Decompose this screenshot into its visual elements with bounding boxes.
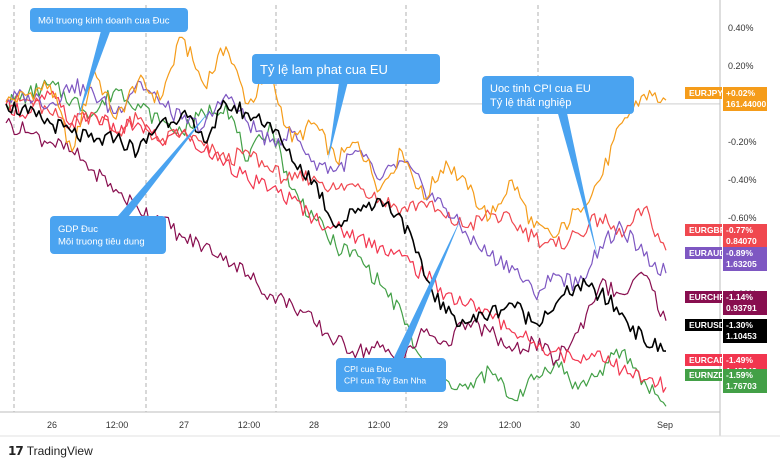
x-tick-label: 12:00 (106, 420, 129, 430)
series-line-eurchf (5, 117, 667, 366)
series-line-euraud (5, 78, 667, 301)
annotation-text: Tỷ lệ thất nghiệp (490, 97, 571, 109)
x-tick-label: 28 (309, 420, 319, 430)
annotation-pointer (104, 108, 212, 239)
tradingview-logo: 17 TradingView (8, 444, 93, 458)
tradingview-logo-icon: 17 (8, 444, 24, 458)
annotation-text: GDP Đuc (58, 224, 98, 235)
y-tick-label: 0.40% (728, 23, 754, 33)
price-tag-change: -0.77% (726, 225, 753, 235)
price-tag-value-box (723, 319, 767, 343)
x-tick-label: 26 (47, 420, 57, 430)
series-line-eurusd (5, 99, 667, 353)
annotation-box (252, 54, 440, 84)
y-tick-label: 0.20% (728, 61, 754, 71)
annotation-box (30, 8, 188, 32)
y-tick-label: -0.20% (728, 137, 757, 147)
price-tag-symbol: EURNZD (689, 370, 724, 380)
series-line-eurgbp (5, 93, 667, 251)
annotation-callout: GDP Đuc Môi truong tiêu dung (50, 108, 212, 254)
price-tag-symbol: EURCAD (689, 355, 725, 365)
price-tag-symbol-box (685, 224, 722, 236)
annotation-callout: Tỷ lệ lam phat cua EU (252, 54, 440, 160)
annotation-pointer (78, 18, 114, 118)
price-tag-symbol: EURAUD (689, 248, 725, 258)
price-tag-symbol-box (685, 354, 722, 366)
price-tag-symbol: EURUSD (689, 320, 725, 330)
annotation-pointer (328, 68, 351, 160)
price-tag-change: -1.59% (726, 370, 753, 380)
price-tag-price: 0.93791 (726, 303, 757, 313)
x-tick-label: Sep (657, 420, 673, 430)
annotation-callout: Môi truong kinh doanh cua Đuc (30, 8, 188, 118)
price-tag-value-box (723, 224, 767, 248)
x-tick-label: 12:00 (238, 420, 261, 430)
price-tag-value-box (723, 369, 767, 393)
x-tick-label: 12:00 (499, 420, 522, 430)
annotation-callout: Uoc tinh CPI cua EU Tỷ lệ thất nghiệp (482, 76, 634, 258)
y-tick-label: -0.40% (728, 175, 757, 185)
price-tag-eurusd: EURUSD -1.30%1.10453 (685, 319, 767, 343)
x-tick-label: 27 (179, 420, 189, 430)
price-tag-symbol-box (685, 291, 722, 303)
price-tag-change: -0.89% (726, 248, 753, 258)
x-tick-label: 12:00 (368, 420, 391, 430)
price-tag-price: 1.10453 (726, 331, 757, 341)
price-tag-price: 1.63205 (726, 259, 757, 269)
tradingview-logo-text: TradingView (26, 444, 93, 458)
annotation-text: Môi truong kinh doanh cua Đuc (38, 15, 170, 26)
annotation-text: CPI cua Đuc (344, 364, 392, 374)
x-tick-label: 30 (570, 420, 580, 430)
price-tag-eurgbp: EURGBP -0.77%0.84070 (685, 224, 767, 248)
price-tag-symbol: EURGBP (689, 225, 726, 235)
price-tag-value-box (723, 247, 767, 271)
series-lines (5, 36, 667, 407)
annotation-box (50, 216, 166, 254)
annotation-text: Tỷ lệ lam phat cua EU (260, 62, 388, 77)
price-tag-symbol: EURJPY (689, 88, 723, 98)
annotation-text: Môi truong tiêu dung (58, 237, 145, 248)
x-tick-label: 29 (438, 420, 448, 430)
price-tag-price: 161.44000 (726, 99, 766, 109)
price-tag-price: 0.84070 (726, 236, 757, 246)
annotation-pointer (553, 93, 598, 258)
y-tick-label: -0.60% (728, 213, 757, 223)
price-tag-symbol-box (685, 247, 722, 259)
price-tag-value-box (723, 87, 767, 111)
price-tag-eurjpy: EURJPY +0.02%161.44000 (685, 87, 767, 111)
price-tag-symbol-box (685, 369, 722, 381)
price-tags: EURJPY +0.02%161.44000 EURGBP -0.77%0.84070… (685, 87, 767, 393)
price-tag-change: -1.30% (726, 320, 753, 330)
price-tag-symbol: EURCHF (689, 292, 724, 302)
price-tag-eurnzd: EURNZD -1.59%1.76703 (685, 369, 767, 393)
series-line-eurjpy (5, 36, 667, 239)
annotation-callout: CPI cua Đuc CPI cua Tây Ban Nha (336, 216, 462, 392)
price-tag-change: -1.14% (726, 292, 753, 302)
annotation-layer: Môi truong kinh doanh cua Đuc Tỷ lệ lam p… (30, 8, 634, 392)
price-tag-symbol-box (685, 319, 722, 331)
annotation-box (336, 358, 446, 392)
price-tag-symbol-box (685, 87, 722, 99)
annotation-text: Uoc tinh CPI cua EU (490, 83, 591, 95)
price-tag-value-box (723, 291, 767, 315)
annotation-box (482, 76, 634, 114)
price-tag-price: 1.76703 (726, 381, 757, 391)
price-tag-eurchf: EURCHF -1.14%0.93791 (685, 291, 767, 315)
annotation-text: CPI cua Tây Ban Nha (344, 376, 426, 386)
price-tag-change: +0.02% (726, 88, 756, 98)
annotation-pointer (386, 216, 462, 378)
price-tag-change: -1.49% (726, 355, 753, 365)
price-tag-euraud: EURAUD -0.89%1.63205 (685, 247, 767, 271)
